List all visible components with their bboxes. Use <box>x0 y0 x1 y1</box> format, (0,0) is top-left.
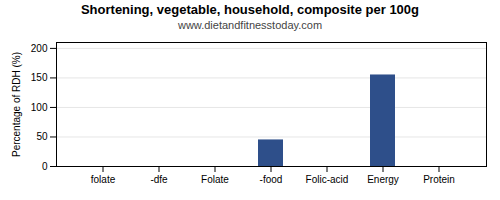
svg-text:-food: -food <box>260 174 283 185</box>
svg-text:Folic-acid: Folic-acid <box>306 174 349 185</box>
svg-text:100: 100 <box>31 102 48 113</box>
svg-text:Percentage of RDH (%): Percentage of RDH (%) <box>11 52 22 157</box>
svg-text:150: 150 <box>31 72 48 83</box>
svg-text:0: 0 <box>42 161 48 172</box>
svg-text:200: 200 <box>31 43 48 54</box>
svg-text:50: 50 <box>36 131 48 142</box>
html-text:www.dietandfitnesstoday.com: www.dietandfitnesstoday.com <box>178 19 322 31</box>
svg-text:Protein: Protein <box>423 174 455 185</box>
svg-text:Folate: Folate <box>201 174 229 185</box>
html-text:Shortening, vegetable, househo: Shortening, vegetable, household, compos… <box>81 2 419 17</box>
svg-text:Energy: Energy <box>367 174 399 185</box>
svg-text:-dfe: -dfe <box>150 174 168 185</box>
svg-text:folate: folate <box>91 174 116 185</box>
